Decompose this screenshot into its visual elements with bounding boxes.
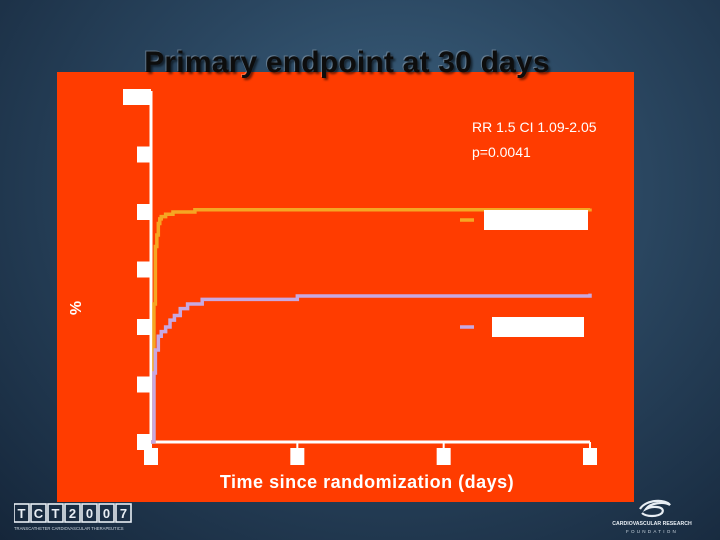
legend-label-1 [484, 210, 588, 230]
svg-text:0: 0 [103, 506, 110, 521]
y-tick-mark [137, 376, 151, 393]
tct-logo-char: 2 [64, 503, 81, 523]
x-axis-label: Time since randomization (days) [220, 472, 514, 492]
svg-text:C: C [34, 506, 44, 521]
crf-logo-subtitle: FOUNDATION [626, 529, 678, 534]
tct-logo-char: C [30, 503, 47, 523]
x-tick-mark [436, 448, 451, 465]
y-tick-mark [123, 89, 151, 105]
tct-logo-char: T [47, 503, 64, 523]
svg-text:2: 2 [69, 506, 76, 521]
page-title: Primary endpoint at 30 days [144, 46, 550, 79]
x-tick-mark [290, 448, 305, 465]
chart-annotation-rr: RR 1.5 CI 1.09-2.05 [472, 119, 597, 135]
legend-label-2 [492, 317, 584, 337]
chart-annotation-p-value: p=0.0041 [472, 144, 531, 160]
x-tick-mark [583, 448, 597, 465]
y-tick-mark [137, 434, 151, 450]
svg-text:T: T [18, 506, 26, 521]
series-line-2 [151, 293, 592, 444]
tct-logo-char: T [14, 503, 30, 523]
tct-logo-subtitle: TRANSCATHETER CARDIOVASCULAR THERAPEUTIC… [14, 526, 124, 531]
tct-logo-char: 0 [98, 503, 115, 523]
series-line-1 [151, 207, 592, 444]
tct-logo-char: 7 [115, 503, 132, 523]
crf-swirl-icon [639, 499, 671, 518]
tct-logo-char: 0 [81, 503, 98, 523]
y-tick-mark [137, 319, 151, 335]
svg-text:7: 7 [120, 506, 127, 521]
svg-text:0: 0 [86, 506, 93, 521]
survival-chart: RR 1.5 CI 1.09-2.05 p=0.0041 Time since … [68, 89, 597, 492]
y-tick-mark [137, 146, 151, 163]
y-tick-mark [137, 261, 151, 278]
y-tick-mark [137, 204, 151, 220]
svg-text:T: T [52, 506, 60, 521]
y-axis-label: % [68, 301, 85, 315]
crf-logo: CARDIOVASCULAR RESEARCH FOUNDATION [612, 499, 692, 534]
crf-logo-title: CARDIOVASCULAR RESEARCH [612, 521, 692, 527]
x-tick-mark [144, 448, 158, 465]
